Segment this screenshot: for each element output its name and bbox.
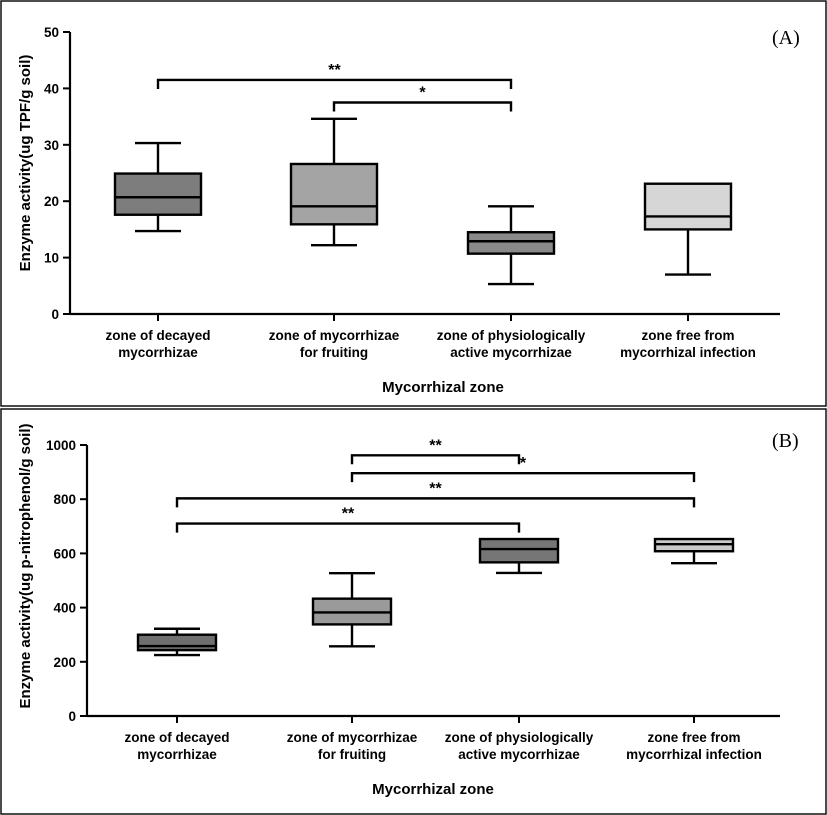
panel-a-chart: (A) Mycorrhizal zone Enzyme activity(ug … [17, 25, 800, 396]
panel-a-frame [0, 0, 827, 407]
panel-b-y-axis-title: Enzyme activity(ug p-nitrophenol/g soil) [17, 423, 34, 708]
panel-a-y-tick-label: 0 [51, 307, 59, 322]
panel-b-y-tick-label: 800 [53, 492, 76, 507]
panel-b-y-tick-label: 200 [53, 655, 76, 670]
panel-b-category-label: mycorrhizae [137, 747, 217, 762]
panel-b-significance-bracket [350, 454, 521, 465]
panel-b-significance-label: ** [429, 437, 442, 454]
panel-b-box-body [136, 633, 218, 652]
panel-b-category-label: for fruiting [318, 747, 386, 762]
panel-a-box-body [466, 231, 556, 255]
panel-b-significance-bracket [175, 522, 521, 533]
panel-a-category-label: mycorrhizal infection [620, 345, 756, 360]
panel-b-y-tick-label: 0 [68, 709, 76, 724]
panel-a-category-label: zone of physiologically [437, 328, 586, 343]
panel-b-significance-label: * [520, 455, 527, 472]
panel-a-y-tick-label: 40 [44, 81, 59, 96]
panel-a-category-label: zone of decayed [105, 328, 210, 343]
panel-a-significance-bracket [156, 78, 513, 89]
panel-a-category-label: for fruiting [300, 345, 368, 360]
panel-b-significance-bracket [350, 471, 696, 483]
panel-a-box-body [289, 162, 379, 226]
panel-a-y-tick-label: 10 [44, 251, 59, 266]
panel-a-x-axis-title: Mycorrhizal zone [382, 379, 504, 396]
panel-a-y-tick-label: 30 [44, 138, 59, 153]
panel-b-y-tick-label: 1000 [46, 438, 76, 453]
panel-b-category-label: zone free from [647, 730, 740, 745]
panel-a-category-label: zone of mycorrhizae [269, 328, 400, 343]
panel-a-plot-area: 0 10 20 30 40 50 zone of decayed mycorrhizae zon… [44, 25, 780, 360]
panel-a-significance-bracket [332, 101, 513, 112]
panel-b-chart: (B) Mycorrhizal zone Enzyme activity(ug … [17, 423, 799, 798]
panel-b-category-label: active mycorrhizae [458, 747, 580, 762]
panel-a-significance-label: * [419, 85, 426, 102]
panel-a-y-tick-label: 50 [44, 25, 59, 40]
panel-b-significance-bracket [175, 497, 696, 508]
panel-b-frame [0, 408, 827, 815]
panel-a-label: (A) [772, 27, 800, 49]
panel-b-label: (B) [772, 430, 799, 452]
panel-b-box-body [478, 537, 560, 564]
panel-b-category-label: mycorrhizal infection [626, 747, 762, 762]
panel-b-plot-area: 0 200 400 600 800 1000 zone of decayed mycorrhi… [46, 437, 780, 762]
panel-b-y-tick-label: 600 [53, 546, 76, 561]
panel-b-x-axis-title: Mycorrhizal zone [372, 781, 494, 798]
panel-b-significance-label: ** [429, 480, 442, 497]
panel-a-y-tick-label: 20 [44, 194, 59, 209]
panel-a-box-body [643, 182, 733, 231]
panel-b-category-label: zone of physiologically [445, 730, 594, 745]
panel-b-category-label: zone of mycorrhizae [287, 730, 418, 745]
panel-b-y-tick-label: 400 [53, 601, 76, 616]
panel-a-y-axis-title: Enzyme activity(ug TPF/g soil) [17, 55, 34, 272]
panel-a-category-label: mycorrhizae [118, 345, 198, 360]
panel-a-category-label: active mycorrhizae [450, 345, 572, 360]
panel-a-category-label: zone free from [641, 328, 734, 343]
panel-b-significance-label: ** [342, 506, 355, 523]
panel-b-category-label: zone of decayed [124, 730, 229, 745]
panel-a-box-body [113, 172, 203, 216]
panel-a-significance-label: ** [328, 62, 341, 79]
